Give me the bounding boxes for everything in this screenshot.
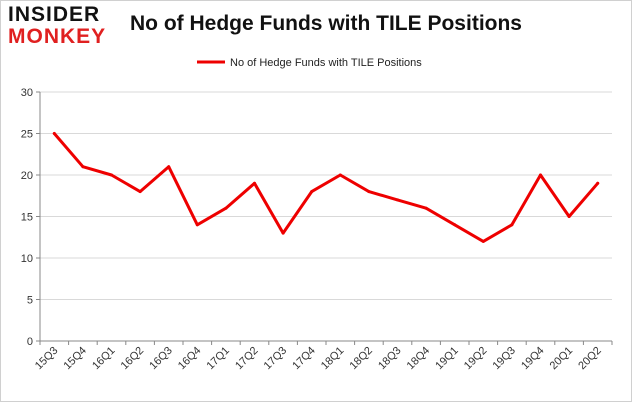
data-point: [481, 239, 485, 243]
data-point: [253, 181, 256, 185]
x-tick-label: 18Q3: [376, 345, 404, 373]
insider-monkey-logo: INSIDER MONKEY: [8, 4, 118, 52]
x-tick-label: 19Q3: [490, 345, 518, 373]
x-tick-labels: 15Q3 15Q4 16Q1 16Q2 16Q3 16Q4 17Q1 17Q2 17Q3 17Q4…: [33, 345, 604, 373]
data-point: [138, 190, 142, 194]
y-tick-label: 15: [21, 212, 33, 224]
x-tick-label: 16Q1: [90, 345, 118, 373]
data-point: [110, 173, 113, 177]
x-tick-label: 15Q4: [61, 345, 89, 373]
x-tick-label: 18Q2: [347, 345, 375, 373]
x-tick-label: 17Q1: [204, 345, 232, 373]
data-point: [453, 223, 457, 227]
chart-title: No of Hedge Funds with TILE Positions: [130, 12, 522, 35]
y-tick-label: 30: [21, 87, 33, 99]
data-point: [424, 206, 428, 210]
data-point: [510, 223, 514, 227]
y-tick-label: 10: [21, 253, 33, 265]
x-tick-label: 19Q2: [462, 345, 490, 373]
legend-label: No of Hedge Funds with TILE Positions: [230, 57, 422, 69]
y-tick-label: 20: [21, 170, 33, 182]
legend: No of Hedge Funds with TILE Positions: [197, 57, 422, 69]
data-point: [396, 198, 399, 202]
data-point: [81, 165, 85, 169]
y-tick-label: 25: [21, 129, 33, 141]
x-tick-label: 15Q3: [33, 345, 61, 373]
logo-line-1: INSIDER: [8, 3, 101, 26]
x-tick-label: 17Q3: [262, 345, 290, 373]
y-tick-label: 5: [27, 295, 33, 307]
x-tick-label: 18Q4: [405, 345, 433, 373]
data-point: [195, 223, 199, 227]
x-tick-label: 16Q3: [147, 345, 175, 373]
series-group: [52, 132, 600, 243]
data-point: [596, 181, 600, 185]
y-tick-label: 0: [27, 336, 33, 348]
data-point: [338, 173, 342, 177]
x-tick-label: 20Q1: [548, 345, 576, 373]
axes: [36, 91, 613, 345]
grid-lines: [40, 91, 612, 300]
x-tick-label: 16Q2: [119, 345, 147, 373]
x-tick-label: 19Q1: [433, 345, 461, 373]
x-tick-label: 18Q1: [319, 345, 347, 373]
data-point: [310, 190, 314, 194]
data-point: [224, 206, 228, 210]
y-tick-labels: 0 5 10 15 20 25 30: [21, 87, 33, 348]
logo-line-2: MONKEY: [8, 25, 107, 48]
data-point: [567, 215, 571, 218]
data-point: [539, 173, 542, 177]
data-point: [167, 165, 171, 169]
data-point: [367, 190, 371, 194]
x-tick-label: 16Q4: [176, 345, 204, 373]
data-point: [281, 231, 285, 235]
series-line: [52, 132, 600, 243]
x-tick-label: 17Q2: [233, 345, 261, 373]
x-tick-label: 20Q2: [576, 345, 604, 373]
x-tick-label: 19Q4: [519, 345, 547, 373]
data-point: [52, 132, 56, 135]
x-tick-label: 17Q4: [290, 345, 318, 373]
